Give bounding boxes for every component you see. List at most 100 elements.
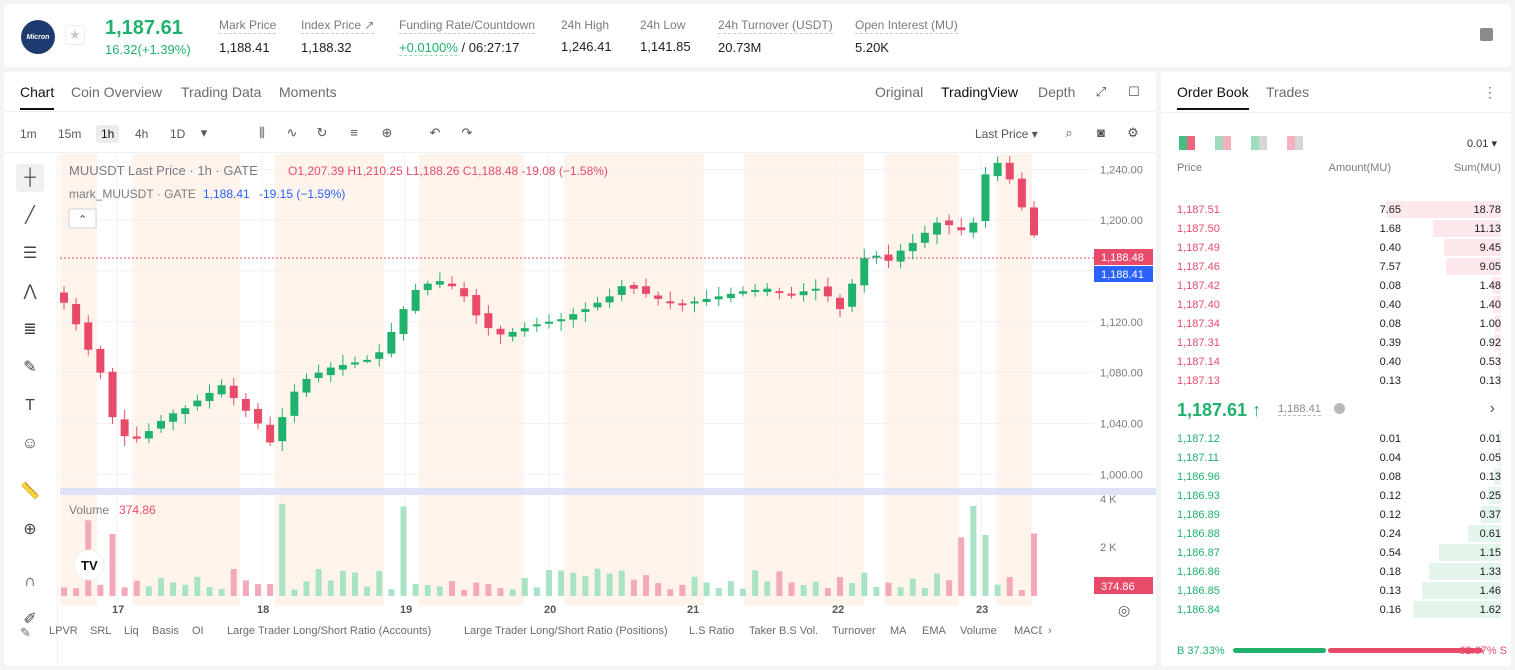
replay-icon[interactable]: ↻ (316, 125, 328, 140)
chart-settings-icon[interactable]: ◎ (1118, 602, 1130, 618)
ask-row[interactable]: 1,187.50 1.68 11.13 (1161, 219, 1511, 238)
bid-row[interactable]: 1,186.84 0.16 1.62 (1161, 600, 1511, 619)
bid-sum: 0.61 (1479, 528, 1501, 540)
ask-row[interactable]: 1,187.42 0.08 1.48 (1161, 276, 1511, 295)
indicator-oi[interactable]: OI (192, 625, 204, 637)
undo-icon[interactable]: ↶ (429, 125, 441, 140)
interval-dropdown-icon[interactable]: ▾ (200, 125, 208, 140)
bid-row[interactable]: 1,186.93 0.12 0.25 (1161, 486, 1511, 505)
redo-icon[interactable]: ↷ (461, 125, 473, 140)
indicator-ema[interactable]: EMA (922, 625, 946, 637)
price-type-select[interactable]: Last Price ▾ (975, 127, 1038, 141)
text-tool-icon[interactable]: T (25, 397, 35, 414)
view-original[interactable]: Original (875, 84, 924, 100)
ask-depth-bar (1497, 353, 1501, 370)
tab-trades[interactable]: Trades (1266, 84, 1310, 100)
ask-row[interactable]: 1,187.13 0.13 0.13 (1161, 371, 1511, 390)
bid-row[interactable]: 1,187.12 0.01 0.01 (1161, 429, 1511, 448)
view-asks-icon[interactable] (1251, 136, 1267, 150)
view-both-icon[interactable] (1179, 136, 1195, 150)
chevron-right-icon[interactable]: › (1489, 400, 1495, 417)
indicator-turnover[interactable]: Turnover (832, 625, 876, 637)
more-options-icon[interactable]: ⋮ (1483, 84, 1497, 100)
indicator-lt-positions[interactable]: Large Trader Long/Short Ratio (Positions… (464, 625, 668, 637)
volume-bar (594, 568, 601, 596)
indicators-icon[interactable]: ∿ (286, 125, 298, 140)
interval-1d[interactable]: 1D (170, 127, 186, 141)
indicator-basis[interactable]: Basis (152, 625, 179, 637)
edit-icon[interactable]: ✎ (20, 625, 31, 640)
candle-type-icon[interactable]: ⫼ (259, 125, 265, 140)
chevron-right-icon[interactable]: › (1048, 625, 1052, 637)
bid-row[interactable]: 1,186.89 0.12 0.37 (1161, 505, 1511, 524)
tab-chart[interactable]: Chart (20, 84, 55, 110)
crosshair-icon[interactable]: ┼ (16, 164, 44, 192)
fib-icon[interactable]: ≣ (23, 321, 37, 338)
bid-row[interactable]: 1,186.88 0.24 0.61 (1161, 524, 1511, 543)
tab-coin-overview[interactable]: Coin Overview (71, 84, 163, 100)
view-depth-icon[interactable] (1287, 136, 1303, 150)
template-icon[interactable]: ≡ (350, 125, 358, 140)
search-icon[interactable]: ⌕ (1065, 125, 1073, 140)
fullscreen-icon[interactable]: ⤢ (1095, 84, 1107, 99)
lock-icon[interactable]: ✐ (23, 611, 37, 628)
zoom-in-icon[interactable]: ⊕ (23, 521, 37, 538)
emoji-icon[interactable]: ☺ (21, 435, 39, 452)
ask-row[interactable]: 1,187.34 0.08 1.00 (1161, 314, 1511, 333)
ask-row[interactable]: 1,187.46 7.57 9.05 (1161, 257, 1511, 276)
tab-moments[interactable]: Moments (279, 84, 337, 100)
indicator-lpvr[interactable]: LPVR (49, 625, 78, 637)
chevron-up-icon[interactable]: ⌃ (78, 214, 87, 226)
horizontal-lines-icon[interactable]: ☰ (22, 245, 38, 262)
bid-row[interactable]: 1,187.11 0.04 0.05 (1161, 448, 1511, 467)
candle-body (884, 254, 893, 261)
book-icon[interactable] (1480, 28, 1493, 41)
bid-row[interactable]: 1,186.96 0.08 0.13 (1161, 467, 1511, 486)
collapse-legend-button[interactable] (68, 208, 97, 229)
volume-bar (837, 577, 843, 596)
tab-order-book[interactable]: Order Book (1177, 84, 1249, 110)
chart-canvas[interactable]: 1,240.001,200.001,160.001,120.001,080.00… (4, 72, 1156, 621)
ask-row[interactable]: 1,187.49 0.40 9.45 (1161, 238, 1511, 257)
view-bids-icon[interactable] (1215, 136, 1231, 150)
interval-4h[interactable]: 4h (135, 127, 149, 141)
pattern-icon[interactable]: ⋀ (23, 283, 37, 300)
stat-index-price[interactable]: Index Price ↗ 1,188.32 (301, 18, 375, 55)
bid-row[interactable]: 1,186.86 0.18 1.33 (1161, 562, 1511, 581)
view-depth[interactable]: Depth (1038, 84, 1076, 100)
ask-row[interactable]: 1,187.31 0.39 0.92 (1161, 333, 1511, 352)
indicator-taker[interactable]: Taker B.S Vol. (749, 625, 819, 637)
indicator-macd[interactable]: MACD (1014, 625, 1042, 637)
ask-row[interactable]: 1,187.40 0.40 1.40 (1161, 295, 1511, 314)
view-tradingview[interactable]: TradingView (941, 84, 1019, 100)
camera-icon[interactable]: ◙ (1097, 125, 1105, 140)
settings-gear-icon[interactable]: ⚙ (1127, 125, 1139, 140)
step-select[interactable]: 0.01 ▾ (1467, 138, 1497, 150)
indicator-srl[interactable]: SRL (90, 625, 112, 637)
ask-row[interactable]: 1,187.14 0.40 0.53 (1161, 352, 1511, 371)
interval-1h[interactable]: 1h (96, 125, 120, 143)
buy-ratio-bar (1233, 648, 1327, 653)
indicator-ls-ratio[interactable]: L.S Ratio (689, 625, 735, 637)
interval-1m[interactable]: 1m (20, 127, 37, 141)
bid-price: 1,186.85 (1177, 585, 1220, 597)
indicator-ma[interactable]: MA (890, 625, 907, 637)
indicator-lt-accounts[interactable]: Large Trader Long/Short Ratio (Accounts) (227, 625, 432, 637)
ask-row[interactable]: 1,187.51 7.65 18.78 (1161, 200, 1511, 219)
favorite-star-icon[interactable]: ★ (65, 25, 85, 45)
indicator-liq[interactable]: Liq (124, 625, 139, 637)
bid-row[interactable]: 1,186.85 0.13 1.46 (1161, 581, 1511, 600)
bid-row[interactable]: 1,186.87 0.54 1.15 (1161, 543, 1511, 562)
volume-bar (194, 576, 201, 596)
indicator-volume[interactable]: Volume (960, 625, 997, 637)
magnet-icon[interactable]: ∩ (24, 573, 36, 590)
ask-price: 1,187.13 (1177, 375, 1220, 387)
brush-icon[interactable]: ✎ (23, 359, 37, 376)
ruler-icon[interactable]: 📏 (20, 483, 40, 500)
add-alert-icon[interactable]: ⊕ (381, 125, 393, 140)
window-icon[interactable]: ☐ (1128, 84, 1140, 99)
tab-trading-data[interactable]: Trading Data (181, 84, 262, 100)
candle-body (72, 304, 81, 325)
interval-15m[interactable]: 15m (58, 127, 82, 141)
trend-line-icon[interactable]: ╱ (25, 207, 35, 224)
